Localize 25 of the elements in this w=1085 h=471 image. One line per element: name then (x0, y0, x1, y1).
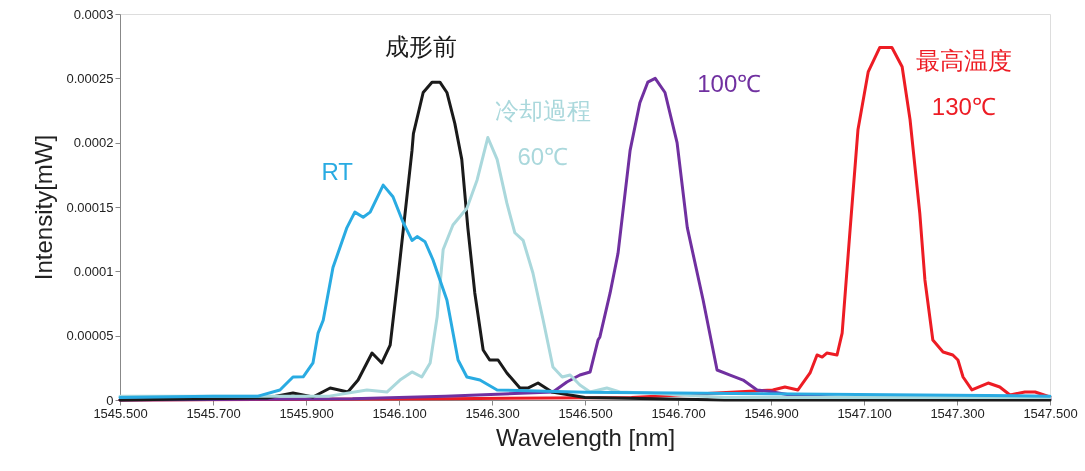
series-label: 冷却過程 60℃ (494, 96, 591, 170)
x-tick-label: 1547.300 (930, 405, 985, 421)
series-label: RT (321, 158, 354, 186)
series-label: 最高温度 130℃ (915, 47, 1012, 121)
series-label: 成形前 (385, 33, 458, 61)
x-tick-label: 1546.300 (465, 405, 520, 421)
x-tick-label: 1546.900 (744, 405, 799, 421)
y-tick-label: 0.00025 (66, 70, 114, 86)
x-tick-label: 1547.100 (837, 405, 892, 421)
y-tick-label: 0.0002 (73, 135, 114, 151)
y-tick-label: 0.0001 (73, 263, 114, 279)
x-tick-label: 1545.700 (186, 405, 241, 421)
y-tick-label: 0.00005 (66, 328, 114, 344)
x-axis-title: Wavelength [nm] (495, 423, 676, 451)
x-tick-label: 1545.900 (279, 405, 334, 421)
y-axis-title: Intensity[mW] (29, 134, 57, 281)
x-tick-label: 1546.700 (651, 405, 706, 421)
y-tick-label: 0.00015 (66, 199, 114, 215)
x-tick-label: 1546.100 (372, 405, 427, 421)
series-label: 100℃ (697, 70, 762, 98)
x-tick-label: 1546.500 (558, 405, 613, 421)
x-tick-label: 1547.500 (1023, 405, 1078, 421)
y-tick-label: 0 (106, 392, 114, 408)
y-tick-label: 0.0003 (73, 6, 114, 22)
x-tick-label: 1545.500 (93, 405, 148, 421)
